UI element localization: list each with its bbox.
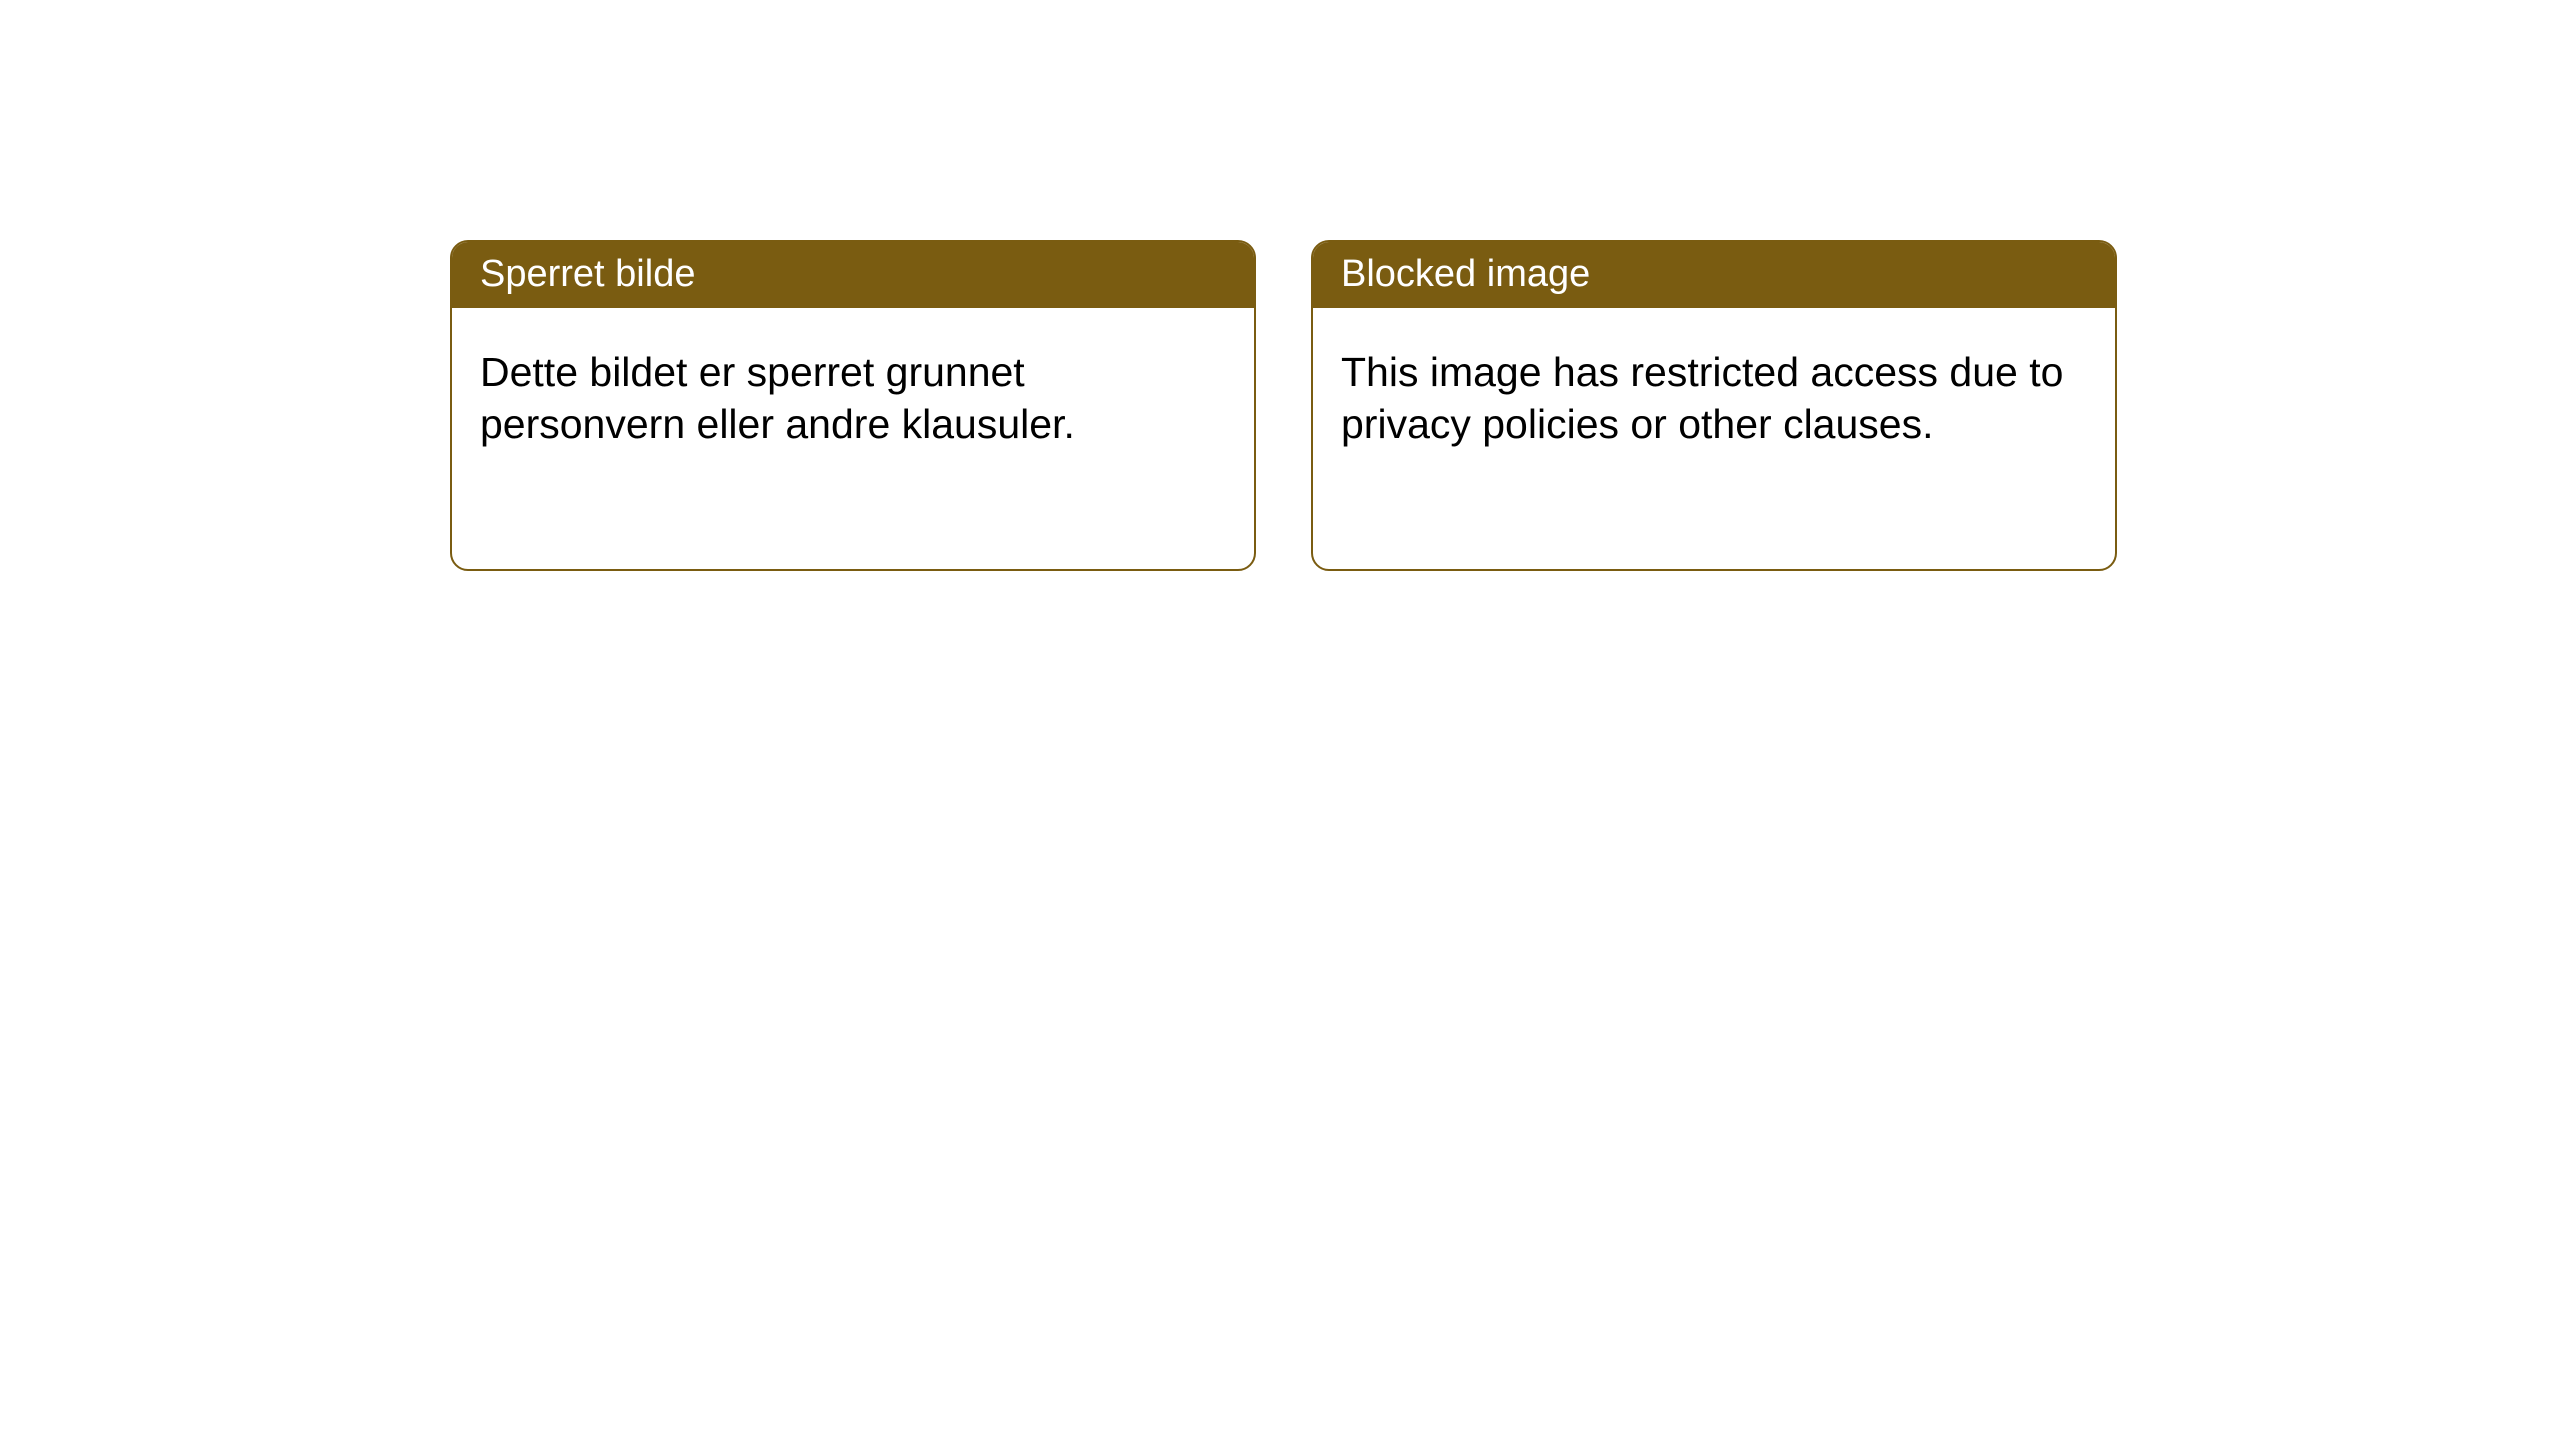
notice-container: Sperret bilde Dette bildet er sperret gr… [0,0,2560,571]
notice-message: This image has restricted access due to … [1341,349,2063,447]
notice-body: This image has restricted access due to … [1313,308,2115,489]
notice-card-norwegian: Sperret bilde Dette bildet er sperret gr… [450,240,1256,571]
notice-title: Blocked image [1341,253,1590,295]
notice-title: Sperret bilde [480,253,695,295]
notice-body: Dette bildet er sperret grunnet personve… [452,308,1254,489]
notice-card-english: Blocked image This image has restricted … [1311,240,2117,571]
notice-message: Dette bildet er sperret grunnet personve… [480,349,1075,447]
notice-header: Blocked image [1313,242,2115,308]
notice-header: Sperret bilde [452,242,1254,308]
